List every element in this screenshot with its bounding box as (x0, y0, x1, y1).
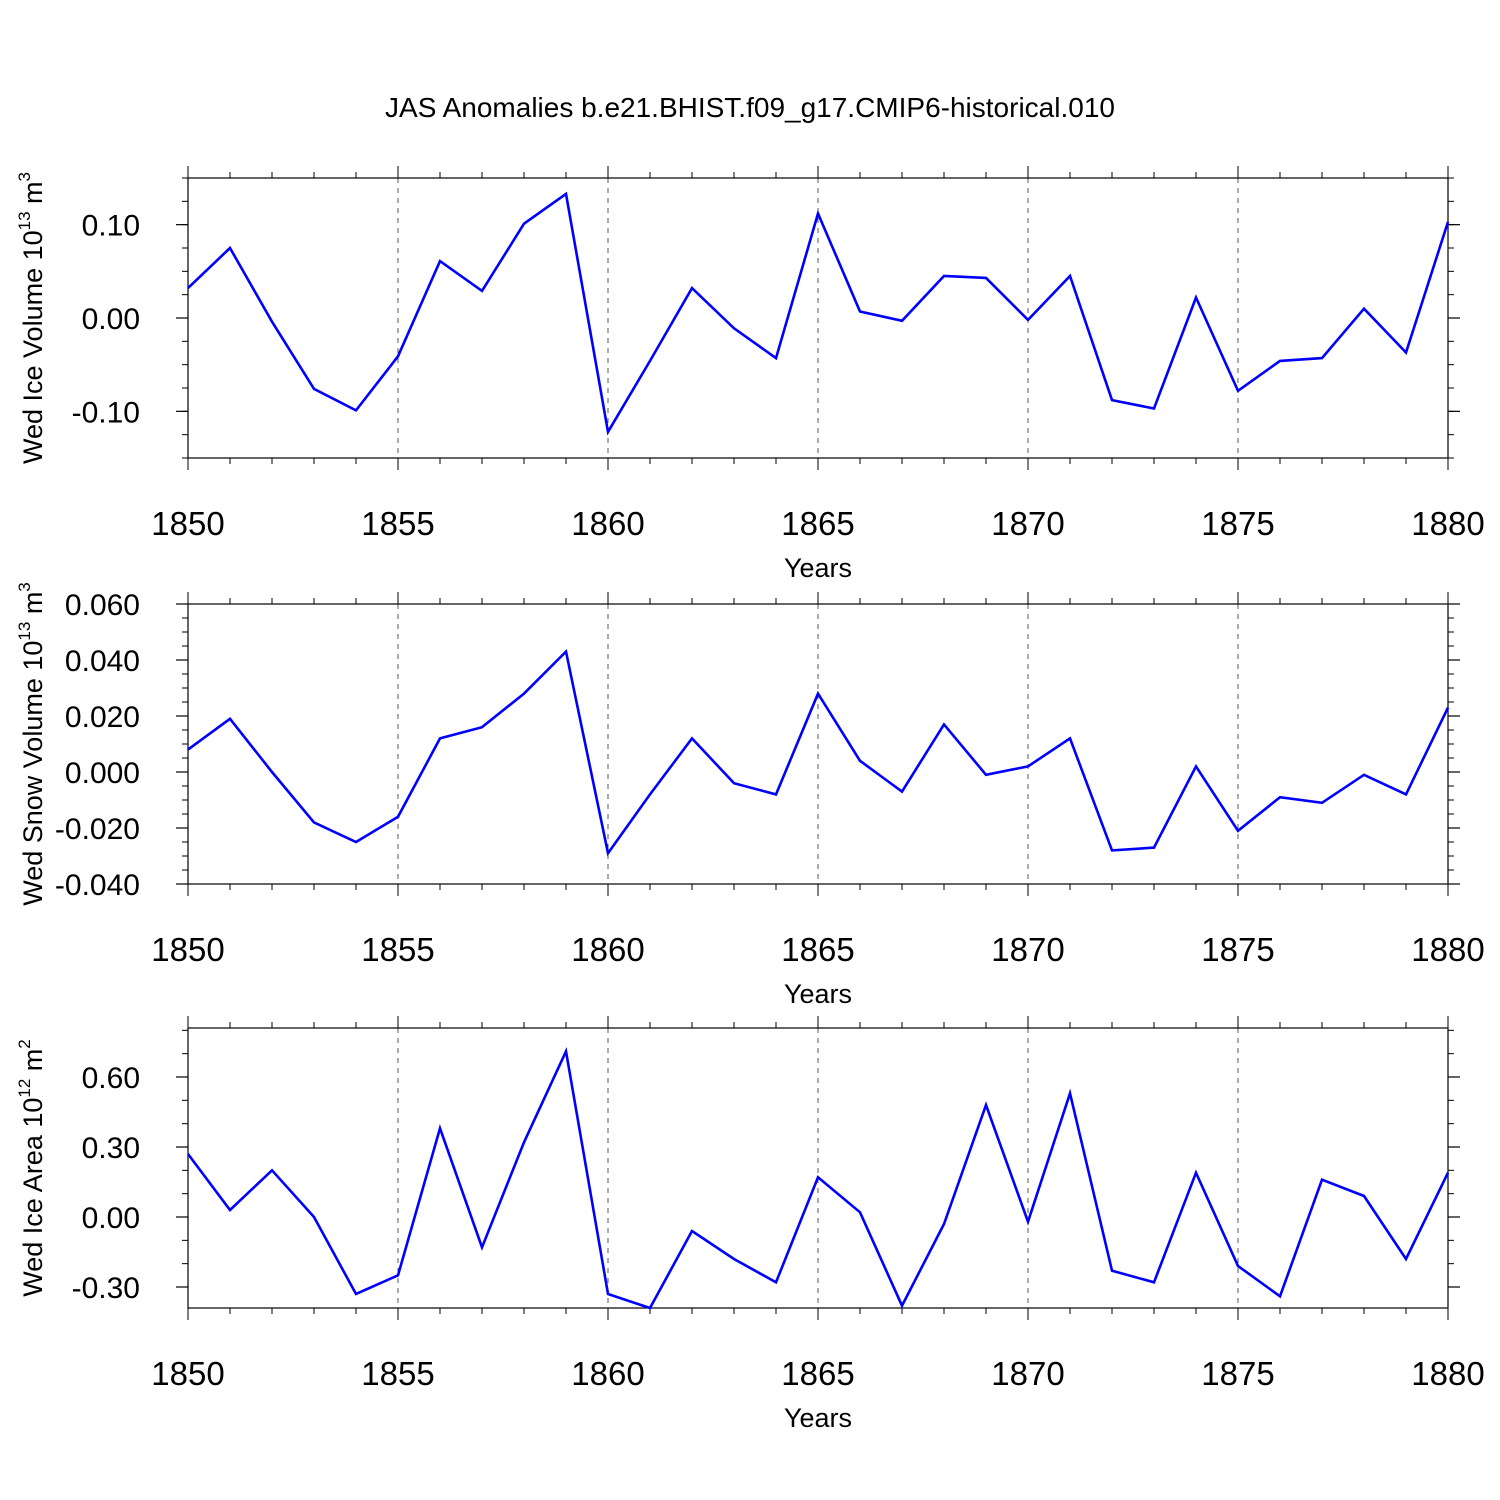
y-tick-label: 0.60 (82, 1062, 140, 1095)
panel-1: -0.10 0.00 0.10 1850 1855 1860 1865 1870 1875 188… (15, 166, 1485, 583)
x-tick-label: 1860 (571, 931, 644, 968)
x-tick-label: 1860 (571, 1355, 644, 1392)
x-tick-label: 1865 (781, 1355, 854, 1392)
y-tick-label: 0.00 (82, 303, 140, 336)
y-tick-label: 0.040 (65, 645, 140, 678)
x-tick-label: 1865 (781, 505, 854, 542)
y-tick-label: -0.040 (55, 869, 140, 902)
x-tick-label: 1880 (1411, 1355, 1484, 1392)
series-line (187, 191, 1450, 436)
x-axis-label: Years (784, 1403, 852, 1433)
y-axis-label: Wed Ice Area 1012 m2 (15, 1039, 48, 1297)
x-tick-label: 1875 (1201, 505, 1274, 542)
y-tick-label: 0.020 (65, 701, 140, 734)
y-tick-label: 0.060 (65, 589, 140, 622)
y-tick-label: -0.30 (72, 1272, 140, 1305)
x-tick-label: 1880 (1411, 505, 1484, 542)
figure-title: JAS Anomalies b.e21.BHIST.f09_g17.CMIP6-… (385, 92, 1115, 123)
y-tick-label: 0.00 (82, 1202, 140, 1235)
x-tick-label: 1870 (991, 505, 1064, 542)
x-axis-label: Years (784, 553, 852, 583)
series-line (186, 1046, 1450, 1310)
x-tick-label: 1870 (991, 931, 1064, 968)
x-tick-label: 1865 (781, 931, 854, 968)
x-tick-label: 1870 (991, 1355, 1064, 1392)
y-axis-label: Wed Ice Volume 1013 m3 (15, 172, 48, 464)
y-axis-label: Wed Snow Volume 1013 m3 (15, 582, 48, 906)
y-tick-label: -0.10 (72, 396, 140, 429)
x-tick-label: 1855 (361, 1355, 434, 1392)
x-tick-label: 1875 (1201, 1355, 1274, 1392)
x-tick-label: 1855 (361, 505, 434, 542)
y-tick-label: -0.020 (55, 813, 140, 846)
x-tick-label: 1850 (151, 505, 224, 542)
x-tick-label: 1855 (361, 931, 434, 968)
x-tick-label: 1880 (1411, 931, 1484, 968)
x-tick-label: 1850 (151, 1355, 224, 1392)
panel-3: -0.30 0.00 0.30 0.60 1850 1855 1860 1865 1870 187… (15, 1016, 1485, 1433)
y-tick-label: 0.30 (82, 1132, 140, 1165)
x-tick-label: 1875 (1201, 931, 1274, 968)
x-tick-label: 1860 (571, 505, 644, 542)
x-axis-label: Years (784, 979, 852, 1009)
panel-2: -0.040 -0.020 0.000 0.020 0.040 0.060 1850 1855… (15, 582, 1485, 1009)
x-tick-label: 1850 (151, 931, 224, 968)
series-line (187, 648, 1450, 857)
y-tick-label: 0.10 (82, 210, 140, 243)
y-tick-label: 0.000 (65, 757, 140, 790)
